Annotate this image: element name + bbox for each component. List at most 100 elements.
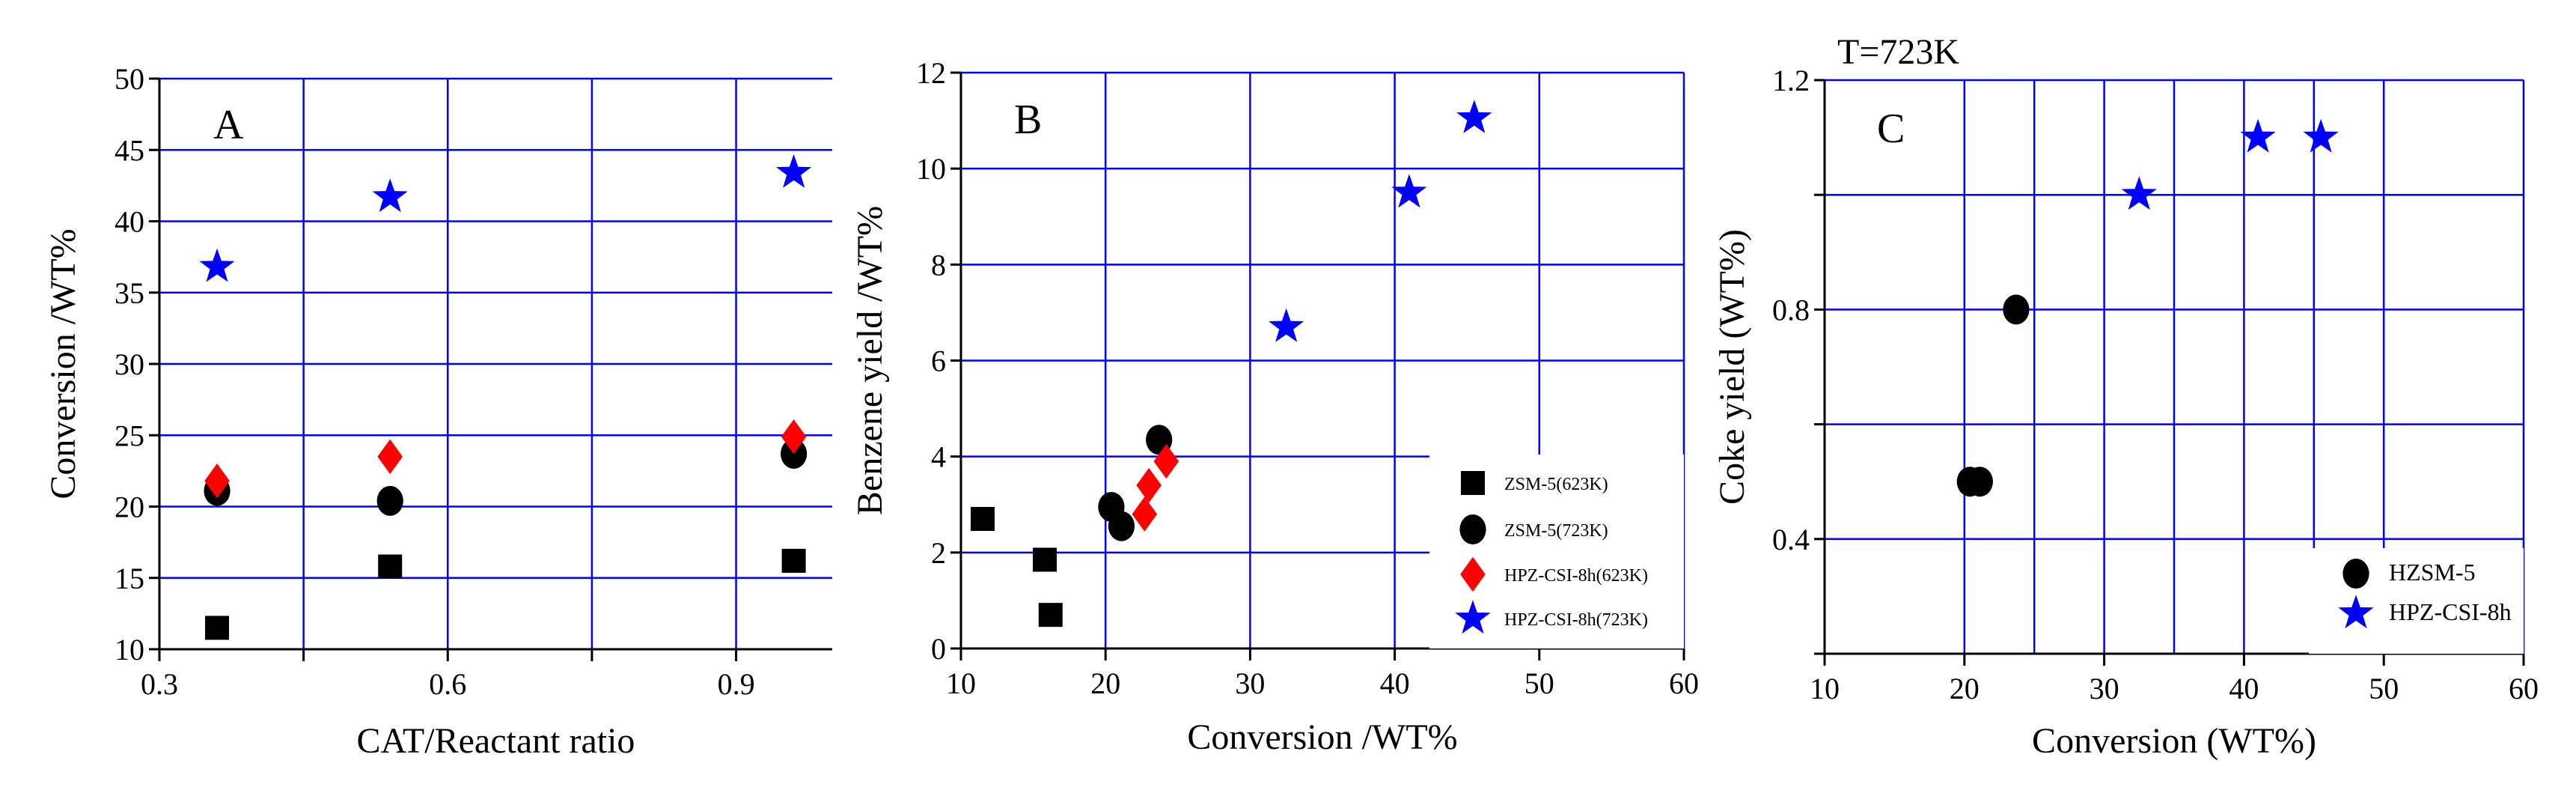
data-point [2121, 176, 2157, 210]
series-star [1269, 100, 1492, 342]
legend-marker-star [1455, 600, 1491, 634]
data-point [781, 548, 806, 573]
series-star [199, 154, 812, 282]
y-tick-label: 6 [931, 344, 946, 378]
x-axis-label: Conversion /WT% [1187, 717, 1457, 757]
series-circle [1956, 294, 2030, 497]
y-axis-label: Benzene yield /WT% [850, 206, 890, 515]
data-point [781, 419, 807, 455]
x-axis-label: Conversion (WT%) [2032, 721, 2316, 761]
y-tick-label: 0 [931, 632, 946, 666]
series-circle [204, 439, 808, 516]
y-tick-label: 10 [115, 633, 144, 666]
data-point [1132, 496, 1158, 532]
y-axis-label: Coke yield (WT%) [1712, 229, 1752, 505]
legend-label: HPZ-CSI-8h(623K) [1504, 566, 1648, 586]
data-point [1269, 308, 1304, 342]
data-point [1966, 467, 1993, 497]
legend-label: HPZ-CSI-8h [2389, 598, 2512, 625]
series-diamond [204, 419, 807, 499]
x-tick-label: 40 [2229, 672, 2259, 705]
legend-label: HPZ-CSI-8h(723K) [1504, 610, 1648, 630]
legend-label: ZSM-5(623K) [1504, 475, 1608, 494]
grid [159, 77, 832, 649]
data-point [204, 464, 230, 499]
panel-label: C [1877, 106, 1905, 152]
y-tick-label: 40 [115, 205, 144, 239]
data-point [2303, 118, 2339, 153]
y-axis-label: Conversion /WT% [43, 228, 83, 499]
data-point [776, 154, 812, 188]
y-tick-label: 15 [115, 562, 144, 595]
legend-marker-square [1461, 471, 1485, 495]
series-square [205, 548, 806, 640]
axes [158, 79, 832, 660]
x-tick-label: 30 [2090, 672, 2119, 705]
data-point [1136, 467, 1162, 503]
x-tick-label: 0.3 [141, 667, 178, 701]
data-point [376, 485, 403, 516]
y-tick-label: 0.4 [1772, 523, 1810, 556]
legend-marker-star [2338, 595, 2374, 629]
legend: ZSM-5(623K) ZSM-5(723K) HPZ-CSI-8h(623K) HP… [1429, 455, 1684, 648]
data-point [1456, 100, 1492, 133]
y-tick-label: 35 [115, 276, 144, 310]
x-tick-label: 50 [1524, 666, 1554, 700]
legend-label: HZSM-5 [2389, 559, 2476, 586]
chart-title: T=723K [1837, 32, 1959, 72]
y-tick-label: 1.2 [1772, 64, 1810, 97]
data-point [1108, 511, 1135, 541]
x-tick-label: 60 [1669, 666, 1699, 700]
data-point [1038, 603, 1063, 628]
y-tick-label: 45 [115, 133, 144, 167]
x-tick-label: 20 [1090, 666, 1120, 700]
panel-label: A [213, 102, 244, 148]
x-tick-label: 20 [1950, 672, 1980, 705]
y-tick-label: 12 [916, 56, 946, 90]
legend-marker-circle [2342, 559, 2369, 589]
y-tick-label: 10 [916, 152, 946, 186]
y-tick-label: 20 [115, 490, 144, 524]
legend-label: ZSM-5(723K) [1504, 521, 1608, 541]
data-point [372, 178, 408, 213]
data-point [199, 248, 235, 282]
chart-panel-b: 0 2 4 6 8 10 12 10 20 30 40 50 60 Conversion /WT% Benz… [850, 56, 1699, 757]
x-tick-label: 10 [1810, 672, 1840, 705]
legend: HZSM-5 HPZ-CSI-8h [2309, 548, 2524, 654]
chart-panel-a: 10 15 20 25 30 35 40 45 50 0.3 0.6 0.9 CAT/Reactant … [43, 62, 832, 761]
data-point [1033, 547, 1057, 572]
legend-box [2309, 548, 2524, 654]
series-circle [1098, 425, 1173, 541]
chart-panel-c: 0.4 0.8 1.2 10 20 30 40 50 60 Conversion (WT%) Cok… [1712, 32, 2539, 761]
y-tick-label: 4 [931, 440, 946, 474]
x-tick-label: 10 [946, 666, 976, 700]
y-tick-label: 0.8 [1772, 293, 1810, 326]
y-tick-label: 25 [115, 419, 144, 452]
panel-label: B [1014, 97, 1042, 143]
y-tick-label: 2 [931, 536, 946, 570]
x-tick-label: 0.6 [429, 667, 466, 701]
y-tick-label: 30 [115, 347, 144, 381]
x-tick-label: 0.9 [718, 667, 755, 701]
series-square [970, 506, 1063, 628]
data-point [970, 506, 995, 531]
data-point [2240, 118, 2276, 153]
x-tick-label: 30 [1235, 666, 1265, 700]
series-star [2121, 118, 2339, 210]
data-point [378, 554, 403, 579]
data-point [1391, 174, 1427, 208]
y-tick-label: 50 [115, 62, 144, 96]
data-point [377, 439, 403, 475]
y-tick-label: 8 [931, 248, 946, 282]
x-tick-label: 40 [1380, 666, 1410, 700]
legend-marker-circle [1459, 514, 1486, 544]
x-tick-label: 50 [2369, 672, 2399, 705]
legend-marker-diamond [1460, 556, 1486, 592]
series-diamond [1132, 443, 1179, 532]
x-tick-label: 60 [2509, 672, 2539, 705]
data-point [205, 616, 230, 640]
grid [961, 71, 1685, 648]
data-point [2003, 294, 2030, 325]
data-point [1153, 443, 1179, 479]
